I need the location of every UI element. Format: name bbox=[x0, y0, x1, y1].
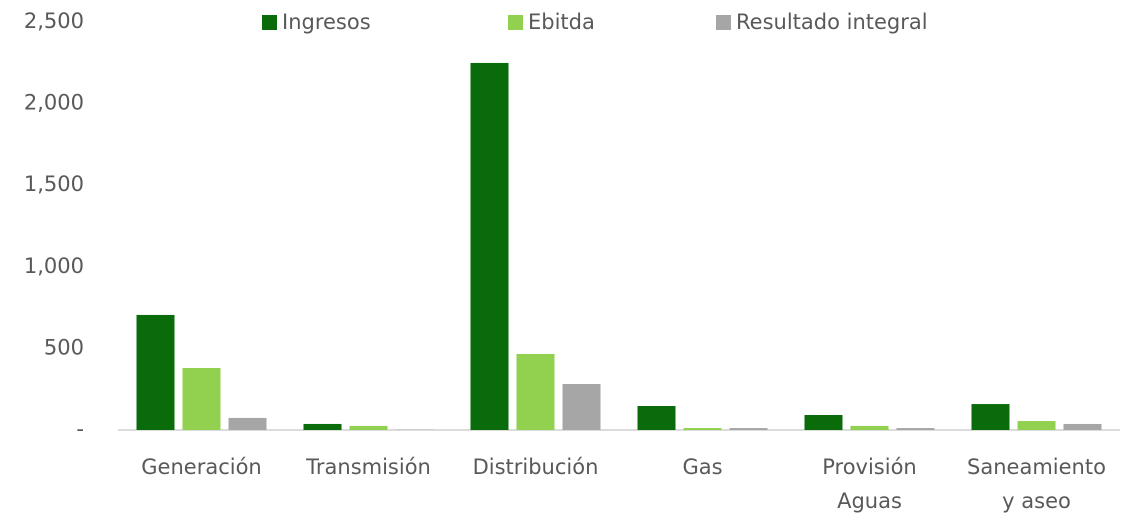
bar bbox=[1063, 423, 1102, 430]
bar bbox=[562, 383, 601, 430]
x-tick-label: Generación bbox=[141, 455, 261, 479]
legend-label: Ingresos bbox=[282, 10, 371, 34]
bar bbox=[470, 62, 509, 431]
legend-swatch bbox=[262, 15, 277, 30]
bar bbox=[182, 367, 221, 430]
y-tick-label: 1,000 bbox=[24, 254, 84, 278]
x-tick-label: Distribución bbox=[473, 455, 599, 479]
legend-swatch bbox=[508, 15, 523, 30]
y-tick-label: - bbox=[76, 417, 84, 441]
bar bbox=[228, 417, 267, 430]
bar bbox=[683, 428, 722, 430]
legend-swatch bbox=[716, 15, 731, 30]
bar bbox=[850, 425, 889, 430]
bar bbox=[729, 428, 768, 430]
bar bbox=[971, 404, 1010, 430]
x-tick-label: Transmisión bbox=[305, 455, 431, 479]
x-tick-label: Saneamiento y aseo bbox=[967, 455, 1106, 513]
x-tick-label: Provisión Aguas bbox=[822, 455, 917, 513]
bar bbox=[1017, 421, 1056, 430]
bar bbox=[516, 353, 555, 430]
y-tick-label: 2,000 bbox=[24, 91, 84, 115]
bar bbox=[637, 406, 676, 430]
y-tick-label: 1,500 bbox=[24, 172, 84, 196]
bar bbox=[303, 423, 342, 430]
bar bbox=[349, 425, 388, 430]
bar bbox=[136, 314, 175, 430]
bar bbox=[804, 414, 843, 430]
legend-label: Resultado integral bbox=[736, 10, 928, 34]
x-tick-label: Gas bbox=[682, 455, 722, 479]
y-tick-label: 2,500 bbox=[24, 9, 84, 33]
legend-label: Ebitda bbox=[528, 10, 595, 34]
y-tick-label: 500 bbox=[44, 335, 84, 359]
bar bbox=[896, 428, 935, 430]
